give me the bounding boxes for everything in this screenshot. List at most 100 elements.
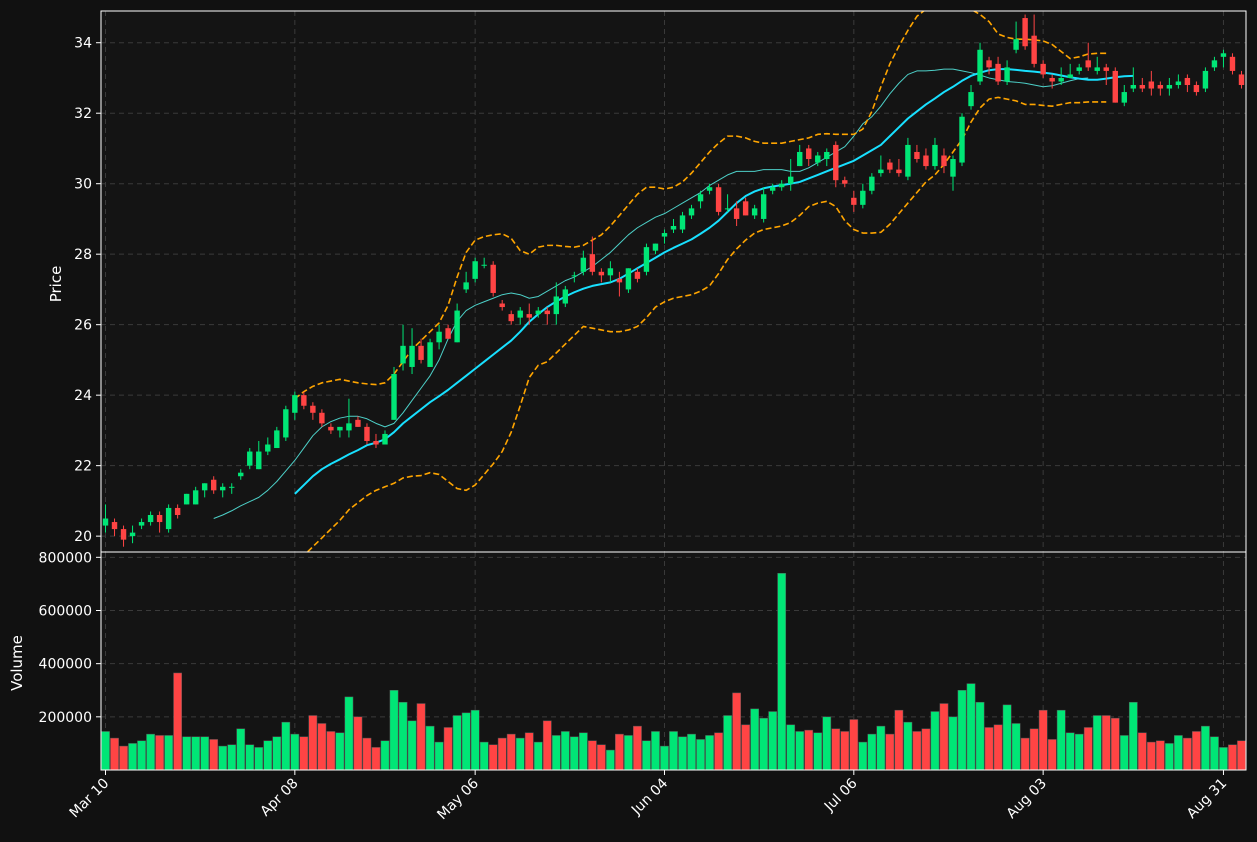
candle-up <box>1220 53 1227 57</box>
volume-bar <box>957 689 967 770</box>
candle-down <box>301 395 307 406</box>
volume-bar <box>236 728 246 770</box>
volume-bar <box>182 736 192 770</box>
volume-bar <box>326 731 336 770</box>
volume-bar <box>317 723 327 770</box>
volume-bar <box>984 727 994 770</box>
candle-up <box>247 451 253 466</box>
volume-bar <box>633 725 642 770</box>
candle-up <box>607 268 614 276</box>
candle-down <box>490 264 496 293</box>
candle-up <box>454 310 460 343</box>
volume-bar <box>912 731 922 770</box>
volume-bar <box>1128 701 1138 770</box>
candle-up <box>238 472 244 477</box>
volume-bar <box>966 683 976 770</box>
volume-bar <box>795 731 805 770</box>
candle-up <box>580 257 587 272</box>
candle-down <box>833 144 839 181</box>
volume-bar <box>452 715 462 770</box>
candle-down <box>1184 77 1191 86</box>
candle-up <box>427 342 433 367</box>
candle-down <box>373 440 379 445</box>
candle-up <box>138 522 145 526</box>
candle-down <box>1103 67 1109 71</box>
volume-bar <box>1011 723 1021 770</box>
volume-bar <box>1201 725 1210 770</box>
volume-bar <box>687 733 696 770</box>
candle-up <box>220 486 226 491</box>
candle-up <box>409 345 415 367</box>
volume-bars <box>101 573 1246 770</box>
volume-bar <box>515 737 525 770</box>
candle-up <box>959 116 965 163</box>
candle-up <box>1004 67 1010 82</box>
volume-bar <box>308 715 318 770</box>
volume-bar <box>281 721 291 770</box>
volume-bar <box>209 739 219 770</box>
volume-bar <box>1038 709 1048 770</box>
band-upper-line <box>294 11 1107 400</box>
volume-bar <box>470 709 480 770</box>
candle-up <box>292 395 298 413</box>
volume-bar <box>876 725 886 770</box>
candle-up <box>535 310 541 315</box>
volume-bar <box>804 729 814 770</box>
volume-bar <box>551 735 561 770</box>
candle-down <box>364 426 370 441</box>
candle-up <box>571 275 578 277</box>
volume-bar <box>867 733 877 770</box>
candle-down <box>1238 74 1245 86</box>
candle-up <box>724 208 731 210</box>
candle-down <box>634 271 641 279</box>
volume-bar <box>560 731 570 770</box>
candles <box>102 14 1245 547</box>
volume-bar <box>1020 737 1030 770</box>
candle-up <box>797 151 803 167</box>
candle-up <box>824 151 830 160</box>
candle-down <box>923 155 929 167</box>
volume-bar <box>497 737 507 770</box>
volume-bar <box>1056 709 1066 770</box>
candle-up <box>1067 74 1073 78</box>
volume-bar <box>1092 715 1102 770</box>
volume-bar <box>786 724 796 770</box>
volume-bar <box>1174 735 1183 770</box>
volume-bar <box>975 701 985 770</box>
volume-bar <box>488 744 498 770</box>
volume-bar <box>777 573 787 770</box>
candle-up <box>201 483 208 491</box>
volume-bar <box>164 735 173 770</box>
candle-up <box>652 243 659 251</box>
candle-down <box>1022 18 1028 47</box>
candle-down <box>914 151 920 160</box>
candle-down <box>1139 85 1146 89</box>
candle-down <box>842 180 848 184</box>
volume-bar <box>380 740 390 770</box>
candle-up <box>1211 60 1218 68</box>
candle-down <box>1148 81 1155 89</box>
volume-bar <box>831 728 841 770</box>
volume-bar <box>678 736 687 770</box>
candle-up <box>472 261 478 279</box>
candle-up <box>481 264 487 266</box>
volume-bar <box>1192 731 1201 770</box>
candle-down <box>941 155 947 167</box>
volume-bar <box>245 744 255 770</box>
candle-down <box>589 254 596 272</box>
price-panel: 20 22 24 26 28 30 32 34 <box>74 10 1247 553</box>
volume-bar <box>524 732 534 770</box>
volume-bar <box>443 727 453 770</box>
volume-bar <box>858 741 868 770</box>
candle-down <box>1085 60 1091 68</box>
candle-up <box>346 423 352 431</box>
candle-up <box>283 409 289 438</box>
volume-bar <box>227 744 237 770</box>
volume-bar <box>533 741 543 770</box>
candle-down <box>355 419 361 427</box>
price-tick-label: 30 <box>74 177 92 193</box>
candle-down <box>1049 77 1055 82</box>
candle-down <box>156 514 163 523</box>
volume-bar <box>813 732 823 770</box>
